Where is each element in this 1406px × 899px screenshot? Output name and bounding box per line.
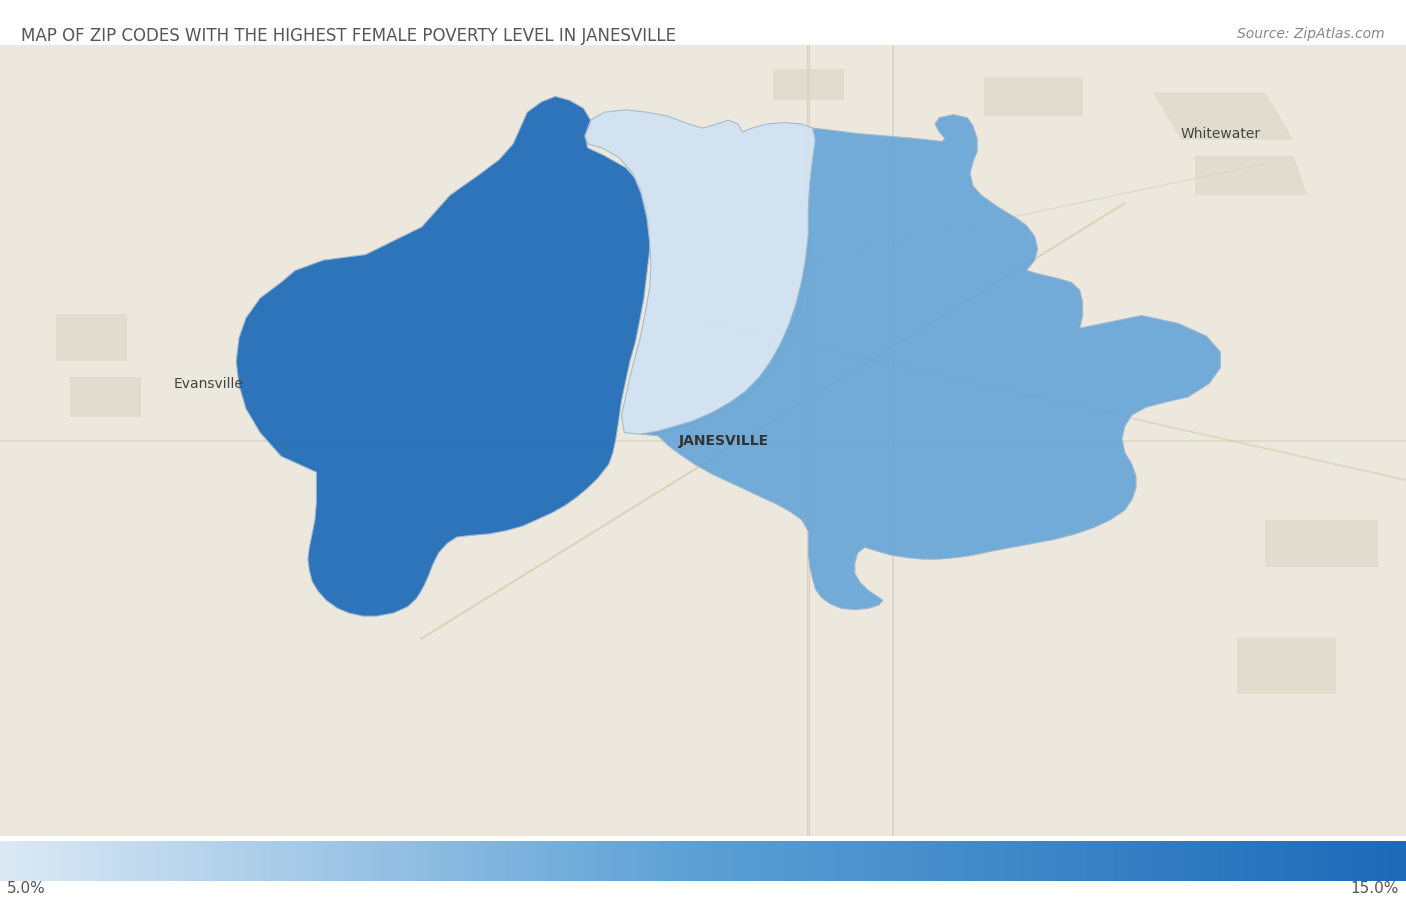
Polygon shape (585, 110, 815, 434)
Polygon shape (984, 76, 1083, 116)
Polygon shape (773, 68, 844, 101)
Polygon shape (1195, 156, 1308, 195)
Text: Source: ZipAtlas.com: Source: ZipAtlas.com (1237, 27, 1385, 41)
Polygon shape (641, 114, 1220, 610)
Text: Evansville: Evansville (173, 377, 243, 390)
Polygon shape (1265, 520, 1378, 567)
Polygon shape (1153, 93, 1294, 140)
Polygon shape (70, 378, 141, 417)
Text: Whitewater: Whitewater (1181, 127, 1260, 140)
Text: 15.0%: 15.0% (1351, 881, 1399, 895)
Polygon shape (1237, 638, 1336, 694)
Text: 5.0%: 5.0% (7, 881, 46, 895)
Text: MAP OF ZIP CODES WITH THE HIGHEST FEMALE POVERTY LEVEL IN JANESVILLE: MAP OF ZIP CODES WITH THE HIGHEST FEMALE… (21, 27, 676, 45)
Text: JANESVILLE: JANESVILLE (679, 433, 769, 448)
Polygon shape (56, 314, 127, 361)
Polygon shape (236, 96, 650, 616)
Polygon shape (0, 45, 1406, 836)
